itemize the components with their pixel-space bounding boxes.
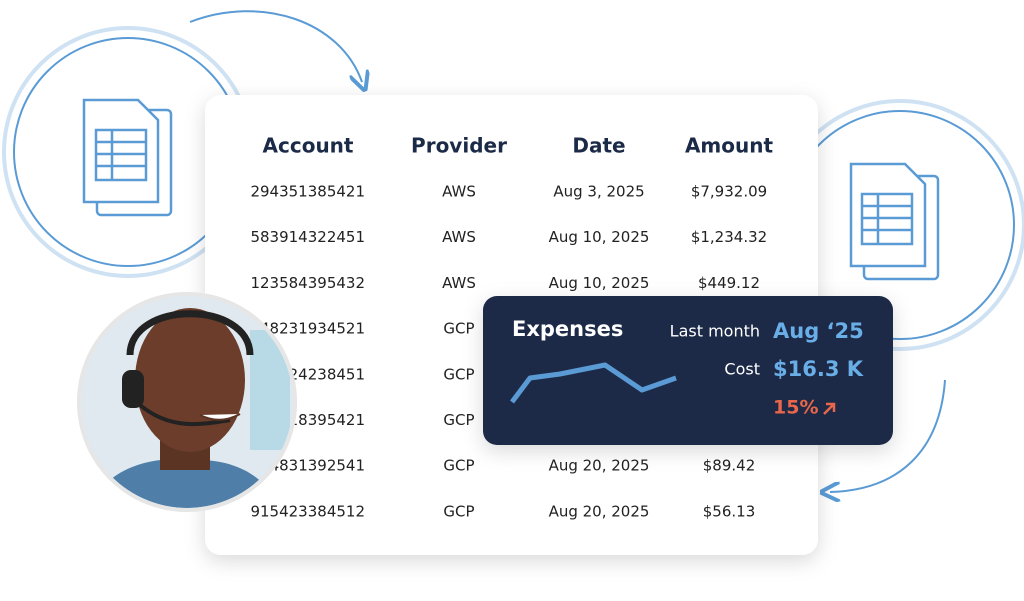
table-cell: 18395421 bbox=[289, 411, 365, 429]
column-header: Date bbox=[572, 134, 625, 158]
arrow bbox=[830, 379, 946, 492]
doc-icon bbox=[849, 162, 940, 281]
table-cell: Aug 20, 2025 bbox=[549, 502, 650, 520]
photo bbox=[77, 292, 297, 512]
table-cell: Aug 3, 2025 bbox=[553, 183, 644, 201]
table-cell: Aug 20, 2025 bbox=[549, 457, 650, 475]
column-header: Amount bbox=[685, 134, 774, 158]
cost-label: Cost bbox=[724, 360, 760, 379]
table: Account Provider Date Amount 294351385421 AWS… bbox=[250, 134, 773, 521]
table-cell: 4831392541 bbox=[270, 457, 365, 475]
table-cell: GCP bbox=[443, 502, 474, 520]
column-header: Provider bbox=[411, 134, 507, 158]
table-cell: GCP bbox=[443, 320, 474, 338]
arrow bbox=[189, 10, 362, 82]
table-cell: AWS bbox=[442, 228, 476, 246]
period: Aug ‘25 bbox=[773, 319, 864, 343]
table-cell: GCP bbox=[443, 457, 474, 475]
table-cell: 583914322451 bbox=[250, 228, 365, 246]
table-cell: $89.42 bbox=[703, 457, 756, 475]
table-cell: 24238451 bbox=[289, 365, 365, 383]
sparkline bbox=[510, 362, 677, 404]
table-cell: 123584395432 bbox=[250, 274, 365, 292]
table-cell: GCP bbox=[443, 411, 474, 429]
column-header: Account bbox=[263, 134, 354, 158]
table-cell: $56.13 bbox=[703, 502, 756, 520]
table-cell: Aug 10, 2025 bbox=[549, 274, 650, 292]
table-cell: AWS bbox=[442, 183, 476, 201]
cost: $16.3 K bbox=[773, 357, 864, 381]
table-cell: Aug 10, 2025 bbox=[549, 228, 650, 246]
table-cell: $449.12 bbox=[698, 274, 760, 292]
up-arrow bbox=[823, 402, 836, 415]
expenses-card bbox=[483, 296, 893, 445]
table-cell: 294351385421 bbox=[250, 183, 365, 201]
table-cell: 915423384512 bbox=[250, 502, 365, 520]
table-cell: $1,234.32 bbox=[691, 228, 767, 246]
doc-icon bbox=[82, 98, 173, 217]
card-title: Expenses bbox=[512, 317, 623, 341]
table-cell: 48231934521 bbox=[260, 320, 365, 338]
period-label: Last month bbox=[670, 322, 760, 341]
table-cell: $7,932.09 bbox=[691, 183, 767, 201]
change: 15% bbox=[773, 397, 818, 419]
table-cell: AWS bbox=[442, 274, 476, 292]
table-cell: GCP bbox=[443, 365, 474, 383]
